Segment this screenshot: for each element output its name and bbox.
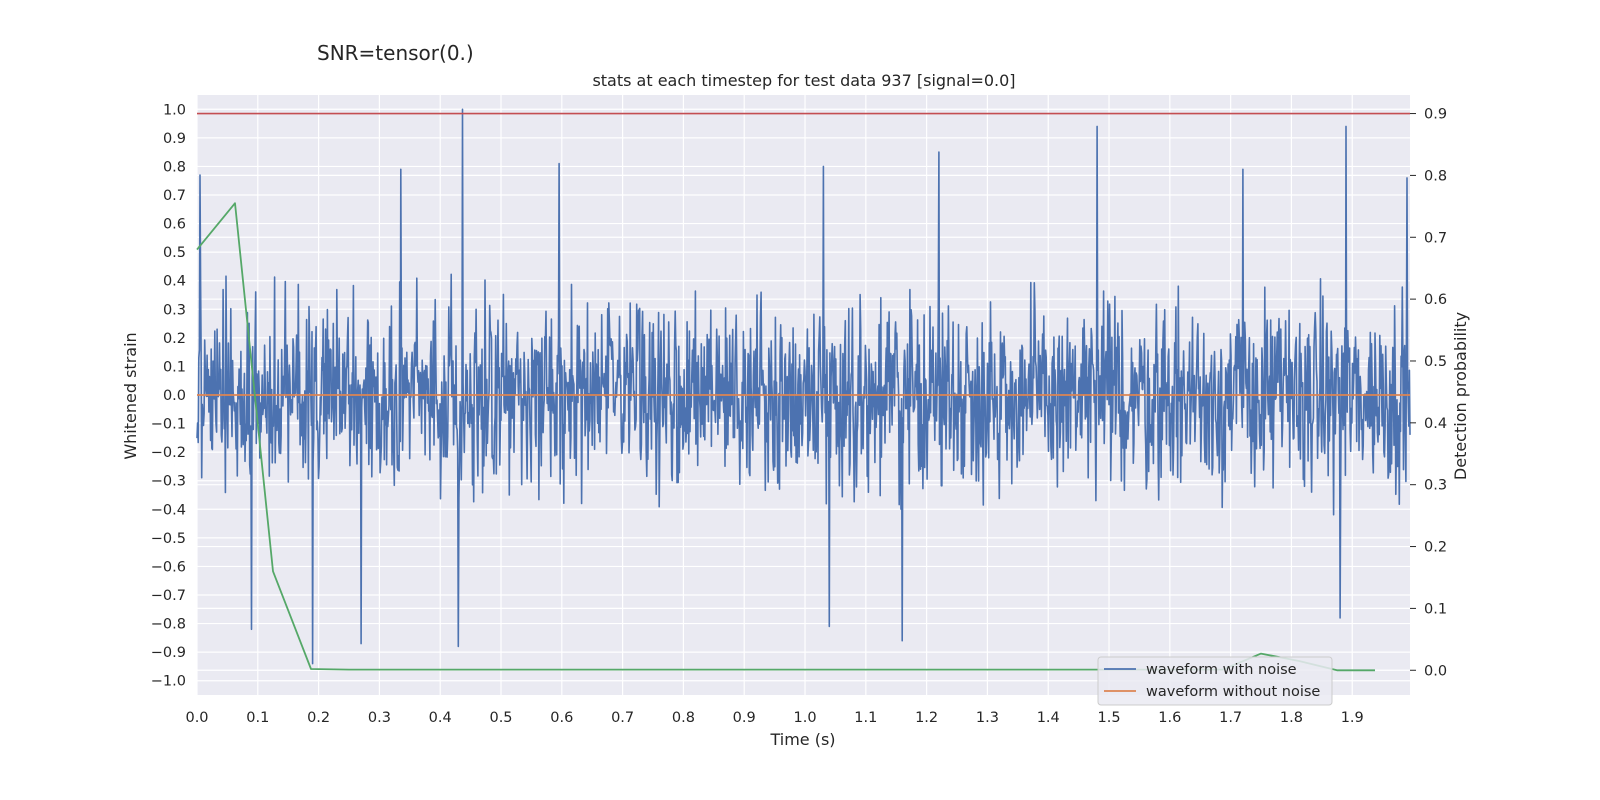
x-tick-label: 0.6 xyxy=(550,710,573,726)
y-tick-label-right: 0.4 xyxy=(1424,416,1447,432)
x-tick-label: 0.2 xyxy=(307,710,330,726)
y-tick-label-right: 0.5 xyxy=(1424,354,1447,370)
legend-label-waveform-with-noise: waveform with noise xyxy=(1146,662,1297,678)
y-tick-label: −0.3 xyxy=(151,474,186,490)
legend: waveform with noise waveform without noi… xyxy=(1097,656,1333,706)
y-tick-label-right: 0.1 xyxy=(1424,601,1447,617)
series-waveform-with-noise xyxy=(196,108,1411,665)
x-tick-label: 1.2 xyxy=(915,710,938,726)
legend-label-waveform-without-noise: waveform without noise xyxy=(1146,684,1320,700)
y-tick-label-right: 0.8 xyxy=(1424,168,1447,184)
y-tick-label: 0.0 xyxy=(163,388,186,404)
x-tick-label: 0.8 xyxy=(672,710,695,726)
x-tick-label: 1.8 xyxy=(1280,710,1303,726)
x-tick-label: 1.6 xyxy=(1158,710,1181,726)
y-tick-label: 0.2 xyxy=(163,331,186,347)
x-tick-label: 1.1 xyxy=(854,710,877,726)
x-axis-label: Time (s) xyxy=(769,730,835,749)
y-axis-ticks-right: 0.9 0.8 0.7 0.6 0.5 0.4 0.3 0.2 0.1 0.0 xyxy=(1410,107,1447,679)
y-tick-label-right: 0.6 xyxy=(1424,292,1447,308)
x-tick-label: 1.7 xyxy=(1219,710,1242,726)
line-waveform-with-noise xyxy=(196,108,1411,665)
x-tick-label: 0.0 xyxy=(185,710,208,726)
x-tick-label: 1.5 xyxy=(1097,710,1120,726)
y-tick-label: 0.3 xyxy=(163,302,186,318)
y-tick-label: 0.1 xyxy=(163,359,186,375)
x-tick-label: 1.0 xyxy=(793,710,816,726)
y-tick-label: −0.9 xyxy=(151,645,186,661)
y-tick-label: −0.2 xyxy=(151,445,186,461)
y-tick-label: −0.6 xyxy=(151,559,186,575)
y-tick-label-right: 0.7 xyxy=(1424,230,1447,246)
x-tick-label: 1.3 xyxy=(976,710,999,726)
x-tick-label: 0.1 xyxy=(246,710,269,726)
x-tick-label: 0.5 xyxy=(489,710,512,726)
x-tick-label: 0.9 xyxy=(733,710,756,726)
y-tick-label-right: 0.3 xyxy=(1424,478,1447,494)
y-tick-label: 1.0 xyxy=(163,102,186,118)
legend-frame xyxy=(1097,656,1333,706)
x-axis-ticks: 0.0 0.1 0.2 0.3 0.4 0.5 0.6 0.7 0.8 0.9 1.0 1.1 1.2 1… xyxy=(185,710,1363,726)
y-tick-label: −0.4 xyxy=(151,502,186,518)
figure-suptitle: SNR=tensor(0.) xyxy=(317,41,474,65)
x-tick-label: 1.4 xyxy=(1037,710,1060,726)
x-tick-label: 0.4 xyxy=(429,710,452,726)
y-tick-label: −0.7 xyxy=(151,588,186,604)
y-tick-label: 0.9 xyxy=(163,131,186,147)
y-tick-label: 0.7 xyxy=(163,188,186,204)
y-tick-label: 0.6 xyxy=(163,217,186,233)
y-tick-label-right: 0.2 xyxy=(1424,540,1447,556)
y-tick-label: −1.0 xyxy=(151,674,186,690)
y-tick-label-right: 0.9 xyxy=(1424,107,1447,123)
x-tick-label: 0.7 xyxy=(611,710,634,726)
y-axis-label-right: Detection probability xyxy=(1451,312,1470,480)
y-axis-ticks-left: 1.0 0.9 0.8 0.7 0.6 0.5 0.4 0.3 0.2 0.1 0.0 −0.1 −0.… xyxy=(151,102,186,689)
y-tick-label-right: 0.0 xyxy=(1424,663,1447,679)
y-tick-label: 0.8 xyxy=(163,159,186,175)
y-tick-label: 0.4 xyxy=(163,274,186,290)
chart-title: stats at each timestep for test data 937… xyxy=(592,71,1015,90)
y-tick-label: 0.5 xyxy=(163,245,186,261)
y-tick-label: −0.1 xyxy=(151,417,186,433)
y-tick-label: −0.8 xyxy=(151,617,186,633)
x-tick-label: 1.9 xyxy=(1341,710,1364,726)
y-axis-label-left: Whitened strain xyxy=(121,332,140,459)
x-tick-label: 0.3 xyxy=(368,710,391,726)
y-tick-label: −0.5 xyxy=(151,531,186,547)
